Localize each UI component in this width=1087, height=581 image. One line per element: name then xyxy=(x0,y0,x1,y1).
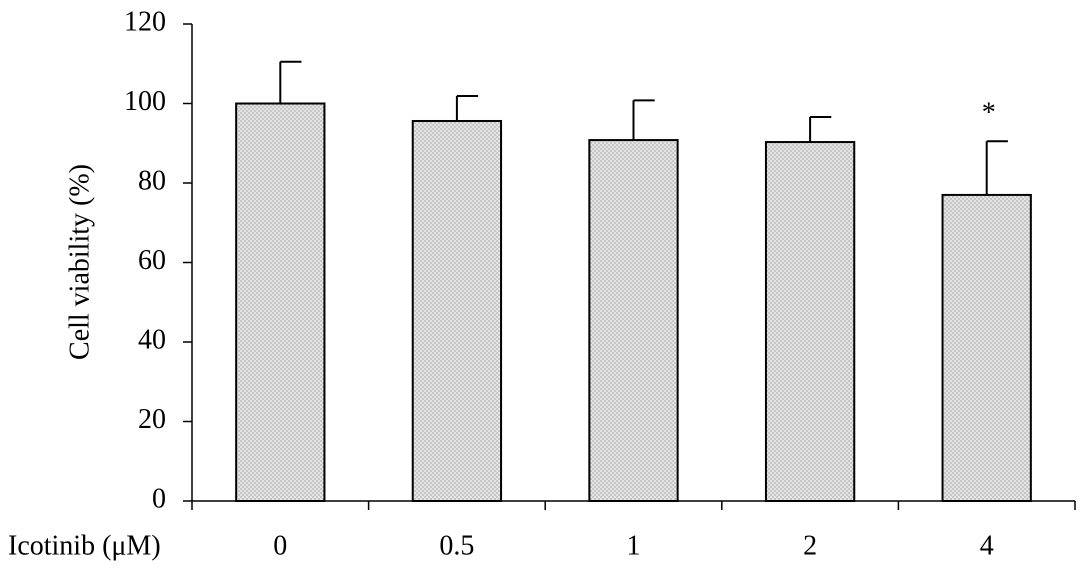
bar xyxy=(941,193,1032,503)
y-tick-label: 0 xyxy=(152,483,166,514)
y-tick-label: 100 xyxy=(124,86,166,117)
y-axis-label: Cell viability (%) xyxy=(64,164,95,360)
x-tick-label: 4 xyxy=(980,530,994,561)
y-tick-label: 120 xyxy=(124,6,166,37)
y-tick-label: 80 xyxy=(138,165,166,196)
x-tick-label: 2 xyxy=(803,530,817,561)
x-tick-label: 1 xyxy=(627,530,641,561)
y-tick-label: 40 xyxy=(138,324,166,355)
x-tick-label: 0 xyxy=(273,530,287,561)
bar xyxy=(411,119,503,503)
bar xyxy=(764,141,856,502)
bar xyxy=(588,139,679,502)
x-tick-label: 0.5 xyxy=(439,530,474,561)
y-tick-label: 20 xyxy=(138,404,166,435)
significance-marker: * xyxy=(982,98,996,129)
x-axis-label: Icotinib (μM) xyxy=(8,530,161,561)
bar xyxy=(235,102,326,502)
y-tick-label: 60 xyxy=(138,245,166,276)
